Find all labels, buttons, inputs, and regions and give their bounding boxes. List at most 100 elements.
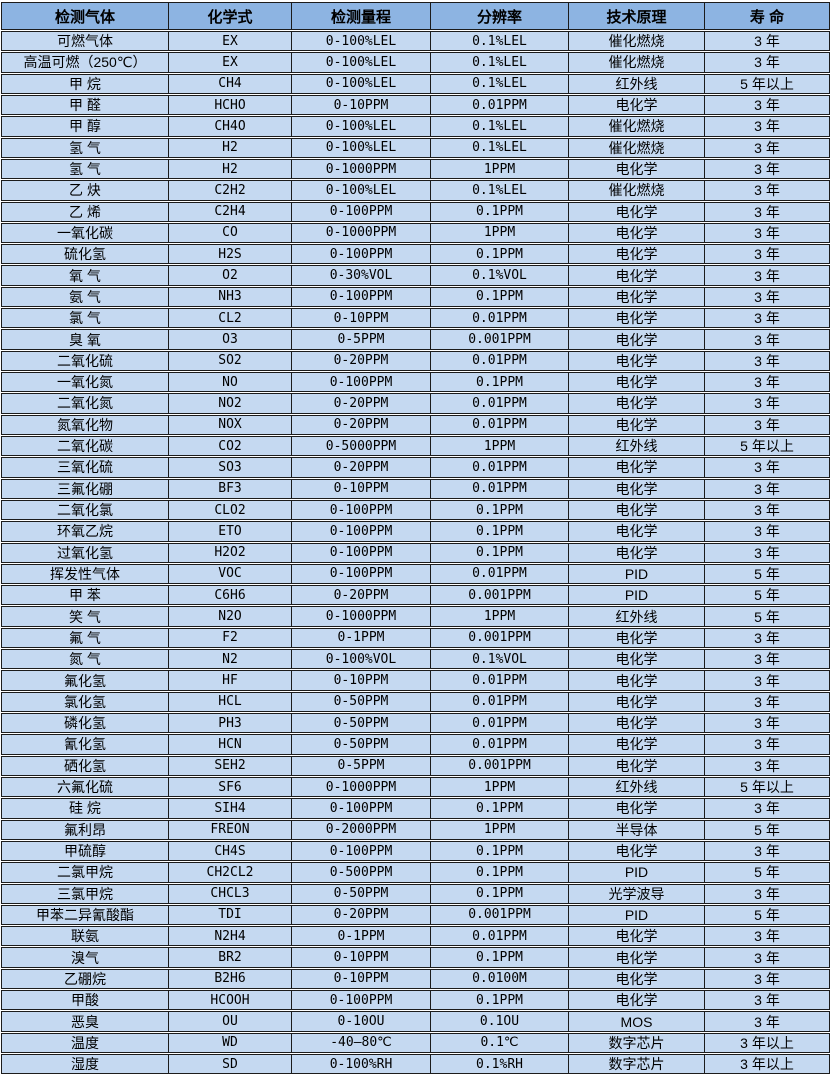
principle-cell: 催化燃烧: [569, 53, 705, 72]
lifespan-cell: 3 年: [754, 97, 780, 114]
principle-cell: 电化学: [569, 159, 705, 179]
table-row: 一氧化氮 NO 0-100PPM 0.1PPM 电化学 3 年: [1, 372, 830, 393]
range-cell: 0-100%LEL: [292, 53, 431, 72]
resolution-cell: 0.1PPM: [431, 799, 569, 818]
lifespan-cell: 3 年: [754, 843, 780, 860]
gas-name-cell: 可燃气体: [2, 32, 169, 51]
table-row: 高温可燃（250℃） EX 0-100%LEL 0.1%LEL 催化燃烧 3 年: [1, 52, 830, 73]
lifespan-cell: 3 年: [754, 715, 780, 732]
range-cell: 0-100PPM: [292, 373, 431, 392]
range-cell: 0-100%RH: [292, 1055, 431, 1074]
principle-cell: PID: [569, 863, 705, 882]
table-row: 三氟化硼 BF3 0-10PPM 0.01PPM 电化学 3 年: [1, 478, 830, 499]
gas-name-cell: 一氧化氮: [2, 373, 169, 392]
resolution-cell: 0.01PPM: [431, 564, 569, 584]
gas-name-cell: 硅 烷: [2, 799, 169, 818]
formula-cell: FREON: [169, 820, 292, 839]
gas-name-cell: 硫化氢: [2, 245, 169, 264]
range-cell: 0-100PPM: [292, 500, 431, 520]
gas-name-cell: 二氧化碳: [2, 436, 169, 456]
lifespan-cell: 3 年: [754, 480, 780, 497]
resolution-cell: 1PPM: [431, 436, 569, 456]
principle-cell: 电化学: [569, 202, 705, 221]
gas-name-cell: 氟化氢: [2, 671, 169, 690]
range-cell: 0-10PPM: [292, 95, 431, 115]
range-cell: 0-1000PPM: [292, 223, 431, 243]
principle-cell: 红外线: [569, 607, 705, 626]
principle-cell: 电化学: [569, 266, 705, 285]
principle-cell: 催化燃烧: [569, 117, 705, 136]
resolution-cell: 0.1PPM: [431, 500, 569, 520]
resolution-cell: 0.1℃: [431, 1033, 569, 1052]
range-cell: 0-100PPM: [292, 799, 431, 818]
lifespan-cell: 3 年: [754, 651, 780, 668]
table-row: 甲 烷 CH4 0-100%LEL 0.1%LEL 红外线 5 年以上: [1, 73, 830, 94]
table-row: 溴气 BR2 0-10PPM 0.1PPM 电化学 3 年: [1, 947, 830, 968]
lifespan-cell: 3 年: [754, 288, 780, 305]
formula-cell: WD: [169, 1033, 292, 1052]
formula-cell: N2: [169, 650, 292, 669]
formula-cell: OU: [169, 1012, 292, 1031]
range-cell: 0-10PPM: [292, 969, 431, 989]
range-cell: 0-20PPM: [292, 458, 431, 477]
formula-cell: CL2: [169, 309, 292, 328]
range-cell: 0-1PPM: [292, 628, 431, 648]
column-header-resolution: 分辨率: [431, 3, 569, 29]
principle-cell: 电化学: [569, 458, 705, 477]
principle-cell: 电化学: [569, 692, 705, 711]
gas-name-cell: 一氧化碳: [2, 223, 169, 243]
formula-cell: H2: [169, 159, 292, 179]
gas-name-cell: 挥发性气体: [2, 564, 169, 584]
table-row: 湿度 SD 0-100%RH 0.1%RH 数字芯片 3 年以上: [1, 1054, 830, 1075]
table-row: 氟化氢 HF 0-10PPM 0.01PPM 电化学 3 年: [1, 670, 830, 691]
principle-cell: 电化学: [569, 756, 705, 775]
table-row: 甲硫醇 CH4S 0-100PPM 0.1PPM 电化学 3 年: [1, 840, 830, 862]
range-cell: 0-100PPM: [292, 245, 431, 264]
gas-name-cell: 温度: [2, 1033, 169, 1052]
range-cell: 0-2000PPM: [292, 820, 431, 839]
table-row: 可燃气体 EX 0-100%LEL 0.1%LEL 催化燃烧 3 年: [1, 31, 830, 52]
table-row: 氮 气 N2 0-100%VOL 0.1%VOL 电化学 3 年: [1, 649, 830, 670]
principle-cell: 电化学: [569, 522, 705, 541]
range-cell: 0-100%LEL: [292, 117, 431, 136]
gas-name-cell: 甲酸: [2, 991, 169, 1010]
lifespan-cell: 3 年: [754, 161, 780, 178]
principle-cell: 电化学: [569, 628, 705, 648]
range-cell: 0-5PPM: [292, 330, 431, 349]
resolution-cell: 0.1%LEL: [431, 32, 569, 51]
principle-cell: 电化学: [569, 671, 705, 690]
gas-name-cell: 氢 气: [2, 138, 169, 157]
table-row: 氟利昂 FREON 0-2000PPM 1PPM 半导体 5 年: [1, 819, 830, 840]
resolution-cell: 0.1PPM: [431, 522, 569, 541]
range-cell: 0-100PPM: [292, 991, 431, 1010]
table-row: 甲酸 HCOOH 0-100PPM 0.1PPM 电化学 3 年: [1, 990, 830, 1011]
range-cell: 0-10PPM: [292, 948, 431, 967]
resolution-cell: 0.1%LEL: [431, 181, 569, 200]
formula-cell: PH3: [169, 714, 292, 733]
column-header-formula: 化学式: [169, 3, 292, 29]
lifespan-cell: 3 年: [754, 54, 780, 71]
lifespan-cell: 3 年: [754, 416, 780, 433]
formula-cell: H2S: [169, 245, 292, 264]
gas-name-cell: 甲 醇: [2, 117, 169, 136]
table-row: 一氧化碳 CO 0-1000PPM 1PPM 电化学 3 年: [1, 222, 830, 244]
gas-name-cell: 甲 苯: [2, 586, 169, 605]
resolution-cell: 0.1%LEL: [431, 138, 569, 157]
resolution-cell: 0.1PPM: [431, 948, 569, 967]
resolution-cell: 0.01PPM: [431, 927, 569, 946]
lifespan-cell: 3 年: [754, 310, 780, 327]
formula-cell: CO2: [169, 436, 292, 456]
range-cell: 0-20PPM: [292, 586, 431, 605]
gas-name-cell: 环氧乙烷: [2, 522, 169, 541]
principle-cell: 电化学: [569, 991, 705, 1010]
gas-name-cell: 溴气: [2, 948, 169, 967]
resolution-cell: 0.001PPM: [431, 330, 569, 349]
table-row: 二氧化硫 SO2 0-20PPM 0.01PPM 电化学 3 年: [1, 350, 830, 371]
range-cell: 0-100%LEL: [292, 181, 431, 200]
lifespan-cell: 3 年: [754, 374, 780, 391]
lifespan-cell: 3 年: [754, 992, 780, 1009]
resolution-cell: 1PPM: [431, 159, 569, 179]
gas-name-cell: 甲苯二异氰酸酯: [2, 905, 169, 925]
gas-name-cell: 甲 醛: [2, 95, 169, 115]
